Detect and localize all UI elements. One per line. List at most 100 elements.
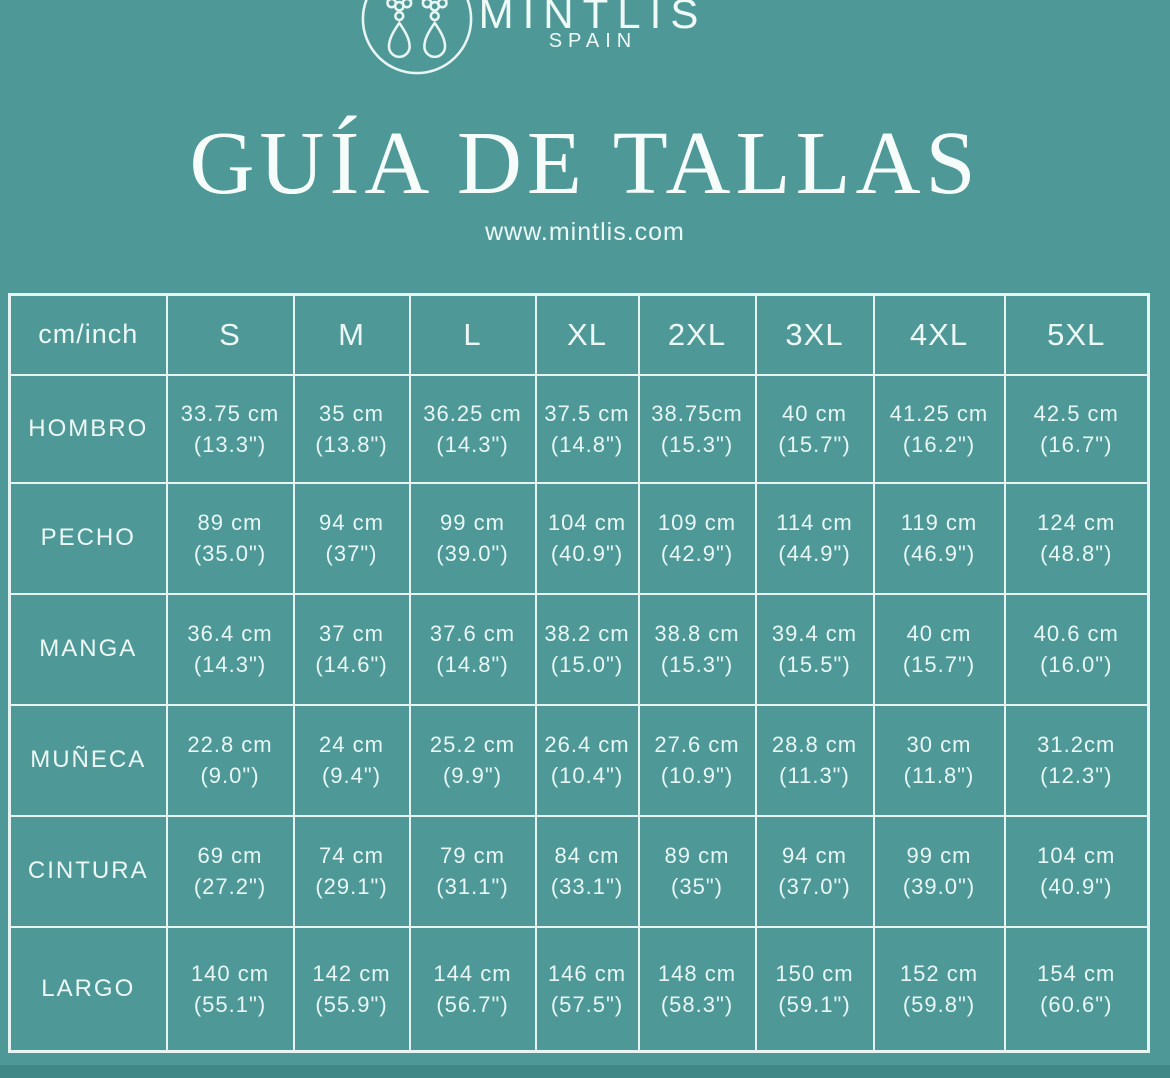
value-inch: (57.5") bbox=[550, 991, 624, 1017]
value-inch: (9.4") bbox=[321, 763, 382, 788]
page-title: GUÍA DE TALLAS bbox=[189, 114, 981, 213]
value-inch: (9.0") bbox=[200, 763, 260, 788]
value-inch: (9.9") bbox=[442, 763, 503, 788]
measurement-cell: 31.2cm (12.3") bbox=[1003, 703, 1150, 817]
measurement-cell: 37.6 cm (14.8") bbox=[408, 592, 537, 706]
measurement-cell: 114 cm (44.9") bbox=[754, 481, 875, 595]
value-inch: (14.3") bbox=[436, 431, 509, 457]
value-cm: 41.25 cm bbox=[889, 400, 989, 426]
table-row: CINTURA 69 cm (27.2") 74 cm (29.1") 79 cm (31.… bbox=[8, 814, 1150, 928]
measurement-cell: 99 cm (39.0") bbox=[872, 814, 1006, 928]
size-header-l: L bbox=[408, 293, 537, 376]
measurement-cell: 84 cm (33.1") bbox=[534, 814, 640, 928]
measurement-cell: 28.8 cm (11.3") bbox=[754, 703, 875, 817]
value-cm: 89 cm bbox=[664, 843, 730, 868]
measurement-cell: 89 cm (35.0") bbox=[165, 481, 295, 595]
measurement-cell: 35 cm (13.8") bbox=[292, 373, 411, 484]
value-inch: (44.9") bbox=[778, 541, 851, 566]
value-cm: 36.25 cm bbox=[423, 400, 522, 426]
value-inch: (46.9") bbox=[902, 541, 976, 566]
measurement-cell: 26.4 cm (10.4") bbox=[534, 703, 640, 817]
value-inch: (37") bbox=[325, 541, 378, 566]
earrings-logo-icon bbox=[361, 0, 473, 75]
value-cm: 150 cm bbox=[775, 960, 854, 986]
measurement-cell: 37 cm (14.6") bbox=[292, 592, 411, 706]
value-inch: (10.9") bbox=[660, 763, 734, 788]
row-label: HOMBRO bbox=[8, 373, 168, 484]
measurement-cell: 69 cm (27.2") bbox=[165, 814, 295, 928]
value-inch: (15.3") bbox=[660, 431, 734, 457]
measurement-cell: 38.2 cm (15.0") bbox=[534, 592, 640, 706]
value-cm: 42.5 cm bbox=[1033, 400, 1119, 426]
value-inch: (29.1") bbox=[315, 874, 388, 899]
value-cm: 140 cm bbox=[190, 960, 270, 986]
row-label: CINTURA bbox=[8, 814, 168, 928]
value-cm: 30 cm bbox=[906, 732, 972, 757]
value-cm: 79 cm bbox=[440, 843, 505, 868]
measurement-cell: 146 cm (57.5") bbox=[534, 925, 640, 1053]
size-header-3xl: 3XL bbox=[754, 293, 875, 376]
value-inch: (14.3") bbox=[193, 652, 267, 677]
value-inch: (39.0") bbox=[436, 541, 509, 566]
value-cm: 142 cm bbox=[312, 960, 391, 986]
value-cm: 154 cm bbox=[1037, 960, 1116, 986]
value-inch: (14.8") bbox=[436, 652, 509, 677]
value-cm: 26.4 cm bbox=[544, 732, 630, 757]
measurement-cell: 109 cm (42.9") bbox=[637, 481, 757, 595]
measurement-cell: 124 cm (48.8") bbox=[1003, 481, 1150, 595]
measurement-cell: 27.6 cm (10.9") bbox=[637, 703, 757, 817]
measurement-cell: 36.25 cm (14.3") bbox=[408, 373, 537, 484]
value-cm: 22.8 cm bbox=[187, 732, 273, 757]
value-inch: (11.3") bbox=[779, 763, 850, 788]
value-cm: 74 cm bbox=[319, 843, 384, 868]
value-cm: 33.75 cm bbox=[180, 400, 280, 426]
measurement-cell: 154 cm (60.6") bbox=[1003, 925, 1150, 1053]
value-cm: 109 cm bbox=[657, 510, 737, 535]
row-label: PECHO bbox=[8, 481, 168, 595]
size-guide-table: cm/inch S M L XL 2XL 3XL 4XL 5XL HOMBRO 3… bbox=[8, 293, 1150, 1053]
size-header-m: M bbox=[292, 293, 411, 376]
size-header-s: S bbox=[165, 293, 295, 376]
value-inch: (55.9") bbox=[315, 991, 388, 1017]
value-cm: 94 cm bbox=[782, 843, 847, 868]
value-inch: (33.1") bbox=[550, 874, 624, 899]
value-inch: (15.3") bbox=[660, 652, 734, 677]
unit-header-cell: cm/inch bbox=[8, 293, 168, 376]
value-inch: (10.4") bbox=[550, 763, 624, 788]
bottom-strip bbox=[0, 1065, 1170, 1078]
value-cm: 148 cm bbox=[657, 960, 737, 986]
measurement-cell: 104 cm (40.9") bbox=[534, 481, 640, 595]
measurement-cell: 22.8 cm (9.0") bbox=[165, 703, 295, 817]
value-inch: (40.9") bbox=[550, 541, 624, 566]
table-row: HOMBRO 33.75 cm (13.3") 35 cm (13.8") 36.25 c… bbox=[8, 373, 1150, 484]
table-row: LARGO 140 cm (55.1") 142 cm (55.9") 144 cm (56… bbox=[8, 925, 1150, 1053]
measurement-cell: 36.4 cm (14.3") bbox=[165, 592, 295, 706]
earring-left-icon bbox=[385, 0, 413, 59]
value-inch: (15.0") bbox=[550, 652, 624, 677]
size-header-xl: XL bbox=[534, 293, 640, 376]
value-cm: 31.2cm bbox=[1037, 732, 1116, 757]
measurement-cell: 40.6 cm (16.0") bbox=[1003, 592, 1150, 706]
brand-name: MINTLIS bbox=[478, 0, 708, 37]
value-cm: 99 cm bbox=[906, 843, 972, 868]
value-cm: 119 cm bbox=[900, 510, 978, 535]
value-cm: 25.2 cm bbox=[429, 732, 516, 757]
value-cm: 99 cm bbox=[440, 510, 505, 535]
measurement-cell: 79 cm (31.1") bbox=[408, 814, 537, 928]
value-inch: (42.9") bbox=[660, 541, 734, 566]
value-inch: (27.2") bbox=[193, 874, 267, 899]
row-label: MANGA bbox=[8, 592, 168, 706]
value-cm: 37 cm bbox=[319, 621, 384, 646]
value-cm: 24 cm bbox=[319, 732, 384, 757]
measurement-cell: 38.8 cm (15.3") bbox=[637, 592, 757, 706]
value-inch: (15.7") bbox=[778, 431, 851, 457]
value-inch: (59.1") bbox=[778, 991, 851, 1017]
measurement-cell: 42.5 cm (16.7") bbox=[1003, 373, 1150, 484]
table-row: PECHO 89 cm (35.0") 94 cm (37") 99 cm (39.0") 1… bbox=[8, 481, 1150, 595]
value-inch: (14.8") bbox=[550, 431, 624, 457]
value-cm: 146 cm bbox=[547, 960, 627, 986]
measurement-cell: 33.75 cm (13.3") bbox=[165, 373, 295, 484]
value-cm: 37.6 cm bbox=[429, 621, 516, 646]
value-inch: (37.0") bbox=[778, 874, 851, 899]
